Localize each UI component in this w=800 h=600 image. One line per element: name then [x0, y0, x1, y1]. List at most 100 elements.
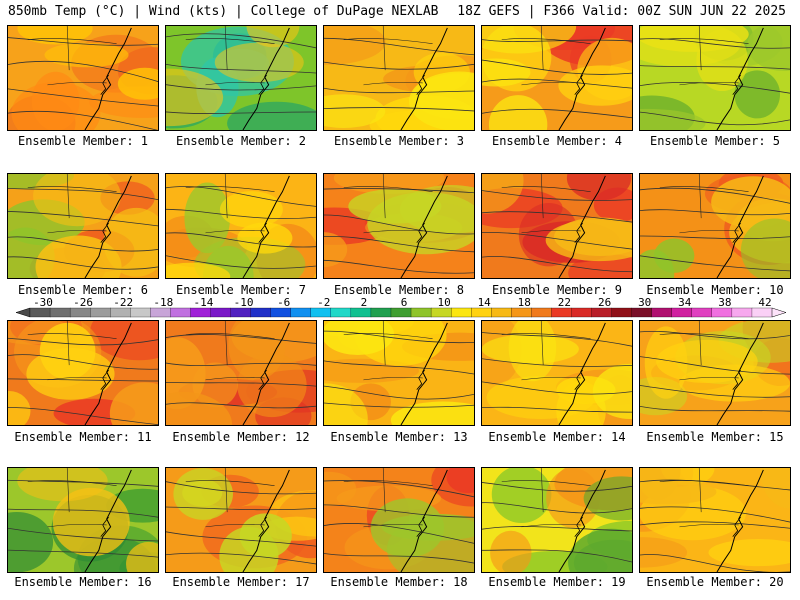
- map-title: 850mb Temp (°C) | Wind (kts) | College o…: [8, 4, 439, 19]
- colorbar-swatch: [310, 307, 332, 318]
- ensemble-map-panel: [165, 173, 317, 279]
- colorbar-tick-label: -2: [317, 296, 331, 309]
- ensemble-member-label: Ensemble Member: 4: [491, 134, 623, 148]
- colorbar-swatch: [190, 307, 211, 318]
- colorbar-tick-label: 18: [517, 296, 531, 309]
- colorbar-swatch: [491, 307, 512, 318]
- colorbar-swatch: [671, 307, 693, 318]
- ensemble-map-panel: [165, 25, 317, 131]
- ensemble-map-panel: [639, 173, 791, 279]
- colorbar-swatch: [49, 307, 71, 318]
- colorbar-tick-label: 14: [477, 296, 491, 309]
- ensemble-map-panel: [481, 173, 633, 279]
- colorbar-tick-label: 38: [718, 296, 732, 309]
- colorbar-swatch: [290, 307, 312, 318]
- ensemble-member-label: Ensemble Member: 15: [646, 430, 784, 444]
- ensemble-map-panel: [481, 467, 633, 573]
- colorbar-tick-label: -30: [33, 296, 53, 309]
- colorbar-tick-label: 6: [400, 296, 408, 309]
- colorbar-swatch: [531, 307, 552, 318]
- colorbar-swatch: [69, 307, 91, 318]
- colorbar-tick-label: -18: [153, 296, 174, 309]
- colorbar-swatch: [250, 307, 272, 318]
- colorbar-swatch: [731, 307, 753, 318]
- ensemble-member-label: Ensemble Member: 9: [491, 283, 623, 297]
- ensemble-member-label: Ensemble Member: 19: [488, 575, 626, 589]
- colorbar-swatch: [450, 307, 472, 318]
- ensemble-member-label: Ensemble Member: 20: [646, 575, 784, 589]
- colorbar-swatch: [270, 307, 292, 318]
- ensemble-map-panel: [639, 25, 791, 131]
- ensemble-map-panel: [323, 467, 475, 573]
- colorbar-tick-label: 42: [758, 296, 772, 309]
- colorbar-tick-label: -6: [277, 296, 291, 309]
- colorbar-tick-label: 30: [638, 296, 652, 309]
- colorbar-swatch: [591, 307, 613, 318]
- ensemble-member-label: Ensemble Member: 16: [14, 575, 152, 589]
- colorbar-swatch: [611, 307, 633, 318]
- colorbar-swatch: [90, 307, 111, 318]
- ensemble-member-label: Ensemble Member: 14: [488, 430, 626, 444]
- ensemble-member-label: Ensemble Member: 2: [175, 134, 307, 148]
- colorbar-swatch: [711, 307, 733, 318]
- colorbar-swatch: [551, 307, 572, 318]
- ensemble-map-panel: [639, 467, 791, 573]
- ensemble-map-panel: [165, 467, 317, 573]
- colorbar-tick-label: -26: [73, 296, 94, 309]
- colorbar-swatch: [170, 307, 191, 318]
- ensemble-member-label: Ensemble Member: 11: [14, 430, 152, 444]
- colorbar-swatch: [410, 307, 432, 318]
- color-scale-bar: [16, 307, 786, 318]
- colorbar-tick-label: 26: [597, 296, 612, 309]
- ensemble-member-label: Ensemble Member: 12: [172, 430, 310, 444]
- colorbar-tick-label: 10: [437, 296, 451, 309]
- ensemble-member-label: Ensemble Member: 8: [333, 283, 465, 297]
- ensemble-map-panel: [165, 320, 317, 426]
- colorbar-swatch: [110, 307, 131, 318]
- ensemble-map-panel: [481, 320, 633, 426]
- ensemble-map-panel: [7, 320, 159, 426]
- ensemble-map-panel: [323, 25, 475, 131]
- colorbar-swatch: [691, 307, 713, 318]
- ensemble-member-label: Ensemble Member: 7: [175, 283, 307, 297]
- colorbar-swatch: [471, 307, 492, 318]
- colorbar-swatch: [651, 307, 673, 318]
- colorbar-tick-label: 34: [678, 296, 692, 309]
- color-scale-ticks: -30 -26 -22 -18 -14 -10 -6 -2 2 6 10 14 18 22 26 30 34 38…: [0, 296, 800, 309]
- colorbar-swatch: [430, 307, 452, 318]
- colorbar-swatch: [150, 307, 171, 318]
- colorbar-swatch: [330, 307, 352, 318]
- ensemble-member-label: Ensemble Member: 10: [646, 283, 784, 297]
- colorbar-swatch: [571, 307, 592, 318]
- colorbar-tick-label: -22: [113, 296, 134, 309]
- ensemble-map-panel: [7, 467, 159, 573]
- colorbar-tick-label: -10: [233, 296, 254, 309]
- ensemble-member-label: Ensemble Member: 3: [333, 134, 465, 148]
- colorbar-swatch: [210, 307, 231, 318]
- colorbar-tick-label: 2: [360, 296, 368, 309]
- colorbar-swatch: [29, 307, 51, 318]
- colorbar-swatch: [390, 307, 412, 318]
- colorbar-swatch: [751, 307, 773, 318]
- ensemble-map-panel: [7, 173, 159, 279]
- colorbar-tick-label: 22: [557, 296, 572, 309]
- colorbar-swatch: [350, 307, 372, 318]
- colorbar-left-arrow: [16, 307, 31, 318]
- colorbar-tick-label: -14: [193, 296, 214, 309]
- ensemble-member-label: Ensemble Member: 18: [330, 575, 468, 589]
- ensemble-member-label: Ensemble Member: 17: [172, 575, 310, 589]
- run-info: 18Z GEFS | F366 Valid: 00Z SUN JUN 22 20…: [457, 4, 786, 19]
- colorbar-swatch: [511, 307, 532, 318]
- ensemble-member-label: Ensemble Member: 6: [17, 283, 149, 297]
- ensemble-map-panel: [7, 25, 159, 131]
- ensemble-map-panel: [323, 173, 475, 279]
- ensemble-map-panel: [323, 320, 475, 426]
- colorbar-swatch: [230, 307, 252, 318]
- colorbar-swatch: [631, 307, 653, 318]
- ensemble-member-label: Ensemble Member: 13: [330, 430, 468, 444]
- ensemble-map-panel: [481, 25, 633, 131]
- colorbar-swatch: [370, 307, 392, 318]
- ensemble-map-panel: [639, 320, 791, 426]
- colorbar-swatch: [130, 307, 151, 318]
- ensemble-member-label: Ensemble Member: 1: [17, 134, 149, 148]
